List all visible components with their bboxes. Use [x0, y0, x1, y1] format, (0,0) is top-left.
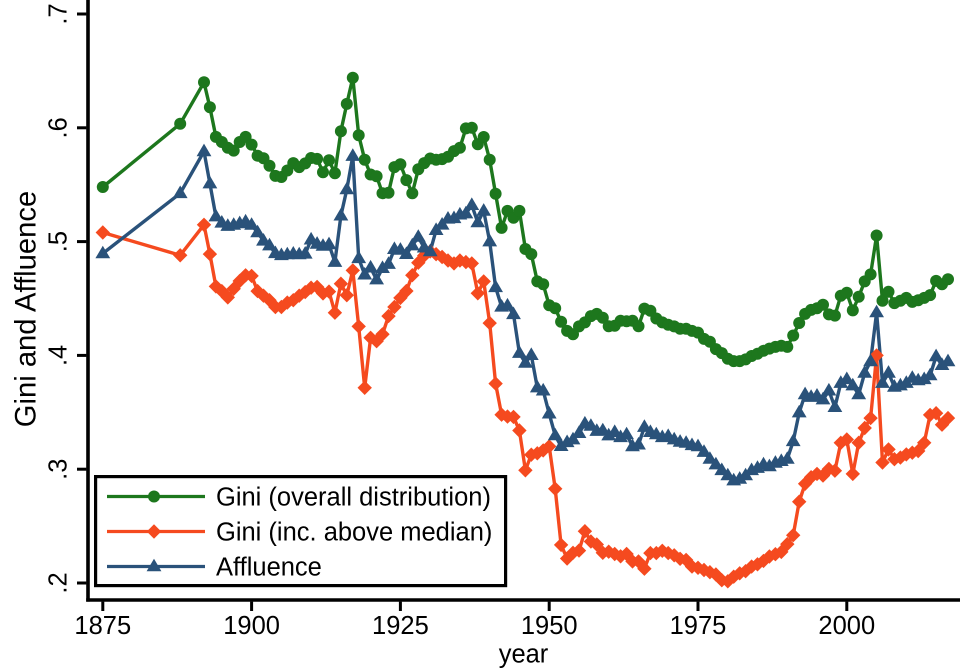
svg-text:Affluence: Affluence: [216, 554, 322, 582]
svg-text:Gini (inc. above median): Gini (inc. above median): [216, 519, 492, 547]
svg-text:2000: 2000: [818, 612, 875, 640]
svg-text:Gini and Affluence: Gini and Affluence: [11, 191, 43, 427]
svg-text:1900: 1900: [223, 612, 280, 640]
svg-text:.4: .4: [45, 345, 73, 366]
svg-text:1875: 1875: [74, 612, 131, 640]
svg-text:.2: .2: [45, 572, 73, 593]
svg-text:year: year: [499, 641, 549, 669]
svg-text:1950: 1950: [521, 612, 578, 640]
svg-text:.7: .7: [45, 3, 73, 24]
svg-text:Gini (overall distribution): Gini (overall distribution): [216, 484, 491, 512]
svg-text:.3: .3: [45, 459, 73, 480]
svg-text:.6: .6: [45, 117, 73, 138]
svg-text:1975: 1975: [670, 612, 727, 640]
svg-text:1925: 1925: [372, 612, 429, 640]
svg-text:.5: .5: [45, 231, 73, 252]
